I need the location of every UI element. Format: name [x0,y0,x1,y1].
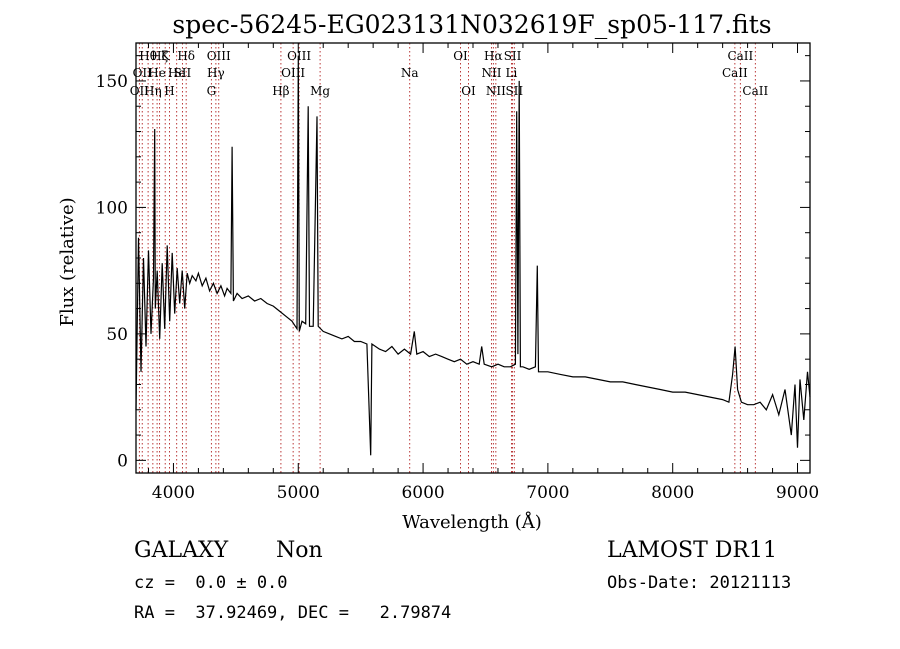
plot-frame [135,42,811,474]
line-label: Na [401,66,419,80]
line-label: OII [130,84,150,98]
line-label: SII [504,49,522,63]
obs-date: Obs-Date: 20121113 [607,573,792,593]
line-label: K [161,49,171,63]
survey-name: LAMOST DR11 [607,538,777,563]
line-label: G [207,84,217,98]
spectrum-series-line [135,55,811,456]
y-tick-label: 150 [96,72,128,92]
line-label: Mg [310,84,330,98]
line-label: SII [505,84,523,98]
line-label: CaII [742,84,768,98]
line-label: He [148,66,166,80]
line-label: He [168,66,186,80]
y-tick-label: 50 [106,325,128,345]
line-label: CaII [722,66,748,80]
line-label: NII [486,84,506,98]
redshift-readout: cz = 0.0 ± 0.0 [134,573,288,593]
x-tick-label: 6000 [401,483,444,503]
x-axis-label: Wavelength (Å) [402,511,542,533]
line-label: Hζ [151,49,168,63]
line-label: OIII [281,66,305,80]
x-tick-label: 9000 [776,483,819,503]
line-label: H [164,84,174,98]
y-tick-label: 100 [96,198,128,218]
line-label: OIII [287,49,311,63]
y-tick-label: 0 [117,451,128,471]
line-label: CaII [727,49,753,63]
spectrum-chart: spec-56245-EG023131N032619F_sp05-117.fit… [57,10,819,533]
x-axis-ticks: 4000 5000 6000 7000 8000 9000 [147,43,819,503]
x-tick-label: 8000 [651,483,694,503]
line-label: OIII [207,49,231,63]
object-class: GALAXY [134,538,229,563]
chart-title: spec-56245-EG023131N032619F_sp05-117.fit… [172,10,771,39]
line-label: Li [506,66,518,80]
object-subclass: Non [276,538,323,563]
x-tick-label: 7000 [526,483,569,503]
line-labels: OIIOIIHθHηHeHζKHHeSIIHδGHγOIIIHβOIIIOIII… [130,49,769,98]
x-tick-label: 4000 [152,483,195,503]
line-label: Hα [484,49,503,63]
line-label: OI [453,49,468,63]
y-axis-label: Flux (relative) [57,197,78,326]
line-label: Hθ [139,49,157,63]
line-label: Hβ [272,84,289,98]
line-label: SII [174,66,192,80]
line-label: Hγ [207,66,225,80]
line-label: OI [461,84,476,98]
y-axis-ticks: 0 50 100 150 [96,55,810,471]
line-label: NII [481,66,501,80]
coordinates-readout: RA = 37.92469, DEC = 2.79874 [134,603,452,623]
line-label: Hη [144,84,162,98]
x-tick-label: 5000 [277,483,320,503]
line-label: OII [133,66,153,80]
line-label: Hδ [177,49,195,63]
